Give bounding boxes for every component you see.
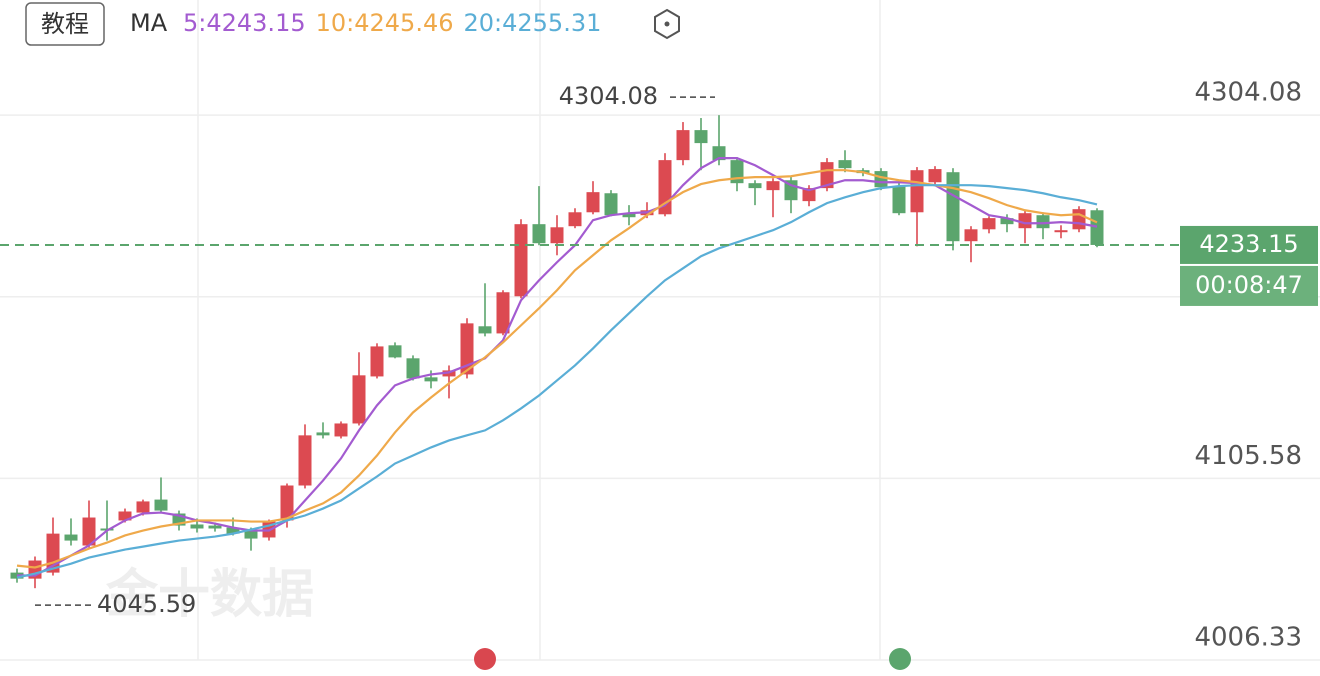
candle-body <box>550 227 564 244</box>
candle-body <box>82 517 96 546</box>
candle-body <box>1072 209 1086 230</box>
candle-body <box>190 524 204 529</box>
hexagon[interactable] <box>654 8 680 40</box>
legend-entry: 10:4245.46 <box>316 9 454 37</box>
dot[interactable] <box>664 21 670 27</box>
candle-body <box>388 345 402 358</box>
candle-body <box>1036 215 1050 229</box>
candle-body <box>874 171 888 188</box>
candle-body <box>136 501 150 513</box>
ma-line <box>16 169 1098 569</box>
candle-body <box>298 435 312 486</box>
candle-body <box>226 527 240 534</box>
grid <box>0 0 1320 661</box>
watermark: 金十数据 <box>105 565 314 625</box>
legend-entry: 5:4243.15 <box>183 9 306 37</box>
max-label: 4304.08 <box>559 82 658 110</box>
candle-body <box>964 229 978 242</box>
candle-body <box>208 525 222 529</box>
candle-body <box>460 323 474 375</box>
candle-body <box>1090 210 1104 245</box>
candle-body <box>496 292 510 334</box>
y-tick-label: 4105.58 <box>1194 441 1302 471</box>
candle-body <box>712 146 726 161</box>
last-price-box <box>1180 225 1318 264</box>
candle-body <box>316 432 330 436</box>
button-box[interactable] <box>25 2 105 46</box>
y-tick-label: 4304.08 <box>1194 78 1302 108</box>
candle-body <box>514 224 528 297</box>
plot <box>10 115 1104 589</box>
countdown: 00:08:47 <box>1195 271 1303 299</box>
candle-body <box>1054 230 1068 233</box>
event-dot[interactable] <box>474 648 496 670</box>
candle-body <box>154 499 168 511</box>
candle-body <box>982 218 996 230</box>
event-dot[interactable] <box>889 648 911 670</box>
candle-body <box>694 130 708 144</box>
candle-body <box>928 169 942 183</box>
button[interactable]: 教程 <box>41 10 89 38</box>
candle-body <box>64 534 78 541</box>
candle-body <box>802 188 816 202</box>
candle-body <box>244 530 258 539</box>
candle-body <box>676 130 690 161</box>
candle-body <box>406 358 420 379</box>
ma-line <box>16 184 1098 579</box>
candle-body <box>892 186 906 214</box>
candle-body <box>568 212 582 227</box>
y-tick-label: 4006.33 <box>1194 623 1302 653</box>
candle-body <box>946 172 960 242</box>
settings-icon[interactable] <box>654 8 680 40</box>
candle-body <box>820 162 834 189</box>
candle-body <box>118 511 132 521</box>
candle-body <box>280 485 294 521</box>
candle-body <box>352 375 366 424</box>
candle-body <box>1000 218 1014 225</box>
candle-body <box>604 193 618 216</box>
candle-body <box>1018 213 1032 229</box>
candle-body <box>334 423 348 437</box>
candle-body <box>424 377 438 382</box>
legend-entry: 20:4255.31 <box>463 9 601 37</box>
candle-body <box>586 192 600 213</box>
candle-body <box>370 346 384 377</box>
last-price: 4233.15 <box>1199 230 1298 258</box>
legend: 5:4243.15 10:4245.46 20:4255.31 <box>183 9 601 37</box>
candle-body <box>766 181 780 191</box>
min-label: 4045.59 <box>97 590 196 618</box>
indicator: MA <box>130 9 168 37</box>
candle-body <box>748 183 762 189</box>
candle-body <box>622 213 636 218</box>
candle-body <box>910 170 924 213</box>
countdown-box <box>1180 265 1318 306</box>
candle-body <box>838 160 852 169</box>
candle-body <box>532 224 546 244</box>
candle-body <box>478 326 492 334</box>
